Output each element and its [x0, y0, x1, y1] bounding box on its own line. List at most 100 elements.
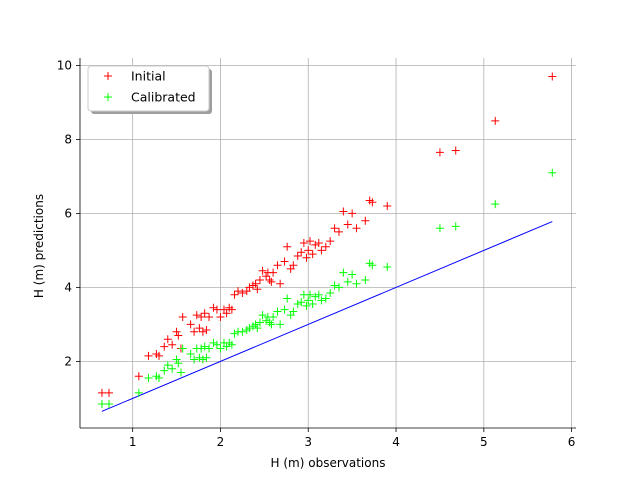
data-point	[178, 344, 187, 353]
data-point	[280, 305, 289, 314]
data-point	[227, 340, 236, 349]
data-point	[491, 200, 500, 209]
y-axis-label: H (m) predictions	[32, 194, 46, 298]
data-point	[172, 327, 181, 336]
data-point	[262, 316, 271, 325]
data-point	[548, 72, 557, 81]
data-point	[306, 290, 315, 299]
data-point	[330, 281, 339, 290]
data-point	[168, 340, 177, 349]
data-point	[435, 148, 444, 157]
data-point	[361, 216, 370, 225]
series-2	[97, 168, 557, 408]
data-point	[258, 266, 267, 275]
data-point	[297, 248, 306, 257]
data-point	[212, 340, 221, 349]
y-tick-label: 10	[57, 58, 72, 72]
data-point	[174, 359, 183, 368]
data-point	[326, 288, 335, 297]
data-point	[198, 355, 207, 364]
data-point	[253, 324, 262, 333]
data-point	[238, 288, 247, 297]
data-point	[195, 353, 204, 362]
data-point	[134, 372, 143, 381]
y-tick-label: 2	[64, 354, 72, 368]
data-point	[289, 261, 298, 270]
data-point	[273, 307, 282, 316]
data-point	[302, 301, 311, 310]
legend-label: Initial	[131, 69, 166, 84]
data-point	[334, 227, 343, 236]
data-point	[192, 311, 201, 320]
data-point	[97, 388, 106, 397]
data-point	[172, 355, 181, 364]
data-point	[168, 364, 177, 373]
data-point	[230, 290, 239, 299]
data-point	[265, 276, 274, 284]
x-tick-label: 4	[392, 435, 400, 449]
data-point	[255, 276, 264, 284]
data-point	[174, 331, 183, 340]
data-point	[348, 209, 357, 218]
data-point	[216, 344, 225, 353]
y-tick-label: 4	[64, 280, 72, 294]
data-point	[352, 224, 361, 233]
data-point	[160, 342, 169, 351]
data-point	[348, 270, 357, 279]
data-point	[253, 285, 262, 294]
data-point	[280, 257, 289, 266]
data-point	[435, 224, 444, 233]
reference-line-group	[101, 221, 553, 412]
data-point	[245, 283, 254, 292]
data-point	[200, 309, 209, 318]
data-point	[451, 222, 460, 231]
data-point	[343, 220, 352, 229]
data-point	[197, 313, 206, 321]
data-point	[198, 327, 207, 336]
y-tick-label: 8	[64, 132, 72, 146]
data-point	[155, 374, 164, 383]
data-point	[104, 388, 113, 397]
data-point	[190, 355, 199, 364]
data-point	[361, 276, 370, 284]
legend-marker	[104, 72, 112, 80]
data-point	[155, 351, 164, 360]
data-point	[186, 320, 195, 329]
data-point	[205, 313, 214, 321]
data-point	[321, 242, 330, 251]
data-point	[383, 263, 392, 272]
x-tick-label: 1	[129, 435, 137, 449]
data-point	[186, 350, 195, 358]
data-point	[97, 399, 106, 408]
x-tick-label: 3	[304, 435, 312, 449]
data-point	[216, 313, 225, 321]
data-point	[144, 351, 153, 360]
data-point	[234, 287, 243, 296]
series-1	[97, 72, 557, 397]
data-point	[245, 324, 254, 333]
data-point	[258, 311, 267, 320]
series-layer	[97, 72, 557, 408]
data-point	[314, 290, 323, 299]
data-point	[267, 277, 276, 286]
data-point	[308, 250, 317, 259]
data-point	[212, 305, 221, 314]
data-point	[227, 305, 236, 314]
data-point	[334, 283, 343, 292]
data-point	[276, 279, 285, 288]
data-point	[368, 198, 377, 207]
data-point	[314, 239, 323, 247]
ticks: 1 2 3 4 5 6 2 4 6 8 10	[57, 58, 576, 449]
data-point	[311, 240, 320, 249]
data-point	[276, 320, 285, 329]
data-point	[134, 388, 143, 397]
data-point	[269, 268, 278, 277]
data-point	[304, 246, 313, 255]
data-point	[339, 268, 348, 277]
data-point	[205, 344, 214, 353]
data-point	[197, 344, 206, 353]
data-point	[200, 342, 209, 351]
data-point	[104, 399, 113, 408]
data-point	[202, 325, 211, 334]
